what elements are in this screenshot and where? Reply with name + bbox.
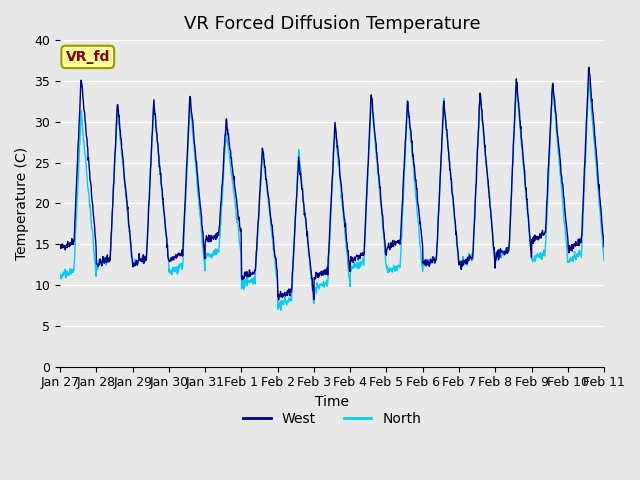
- Text: VR_fd: VR_fd: [65, 50, 110, 64]
- X-axis label: Time: Time: [315, 395, 349, 409]
- Title: VR Forced Diffusion Temperature: VR Forced Diffusion Temperature: [184, 15, 481, 33]
- Y-axis label: Temperature (C): Temperature (C): [15, 147, 29, 260]
- Legend: West, North: West, North: [237, 407, 427, 432]
